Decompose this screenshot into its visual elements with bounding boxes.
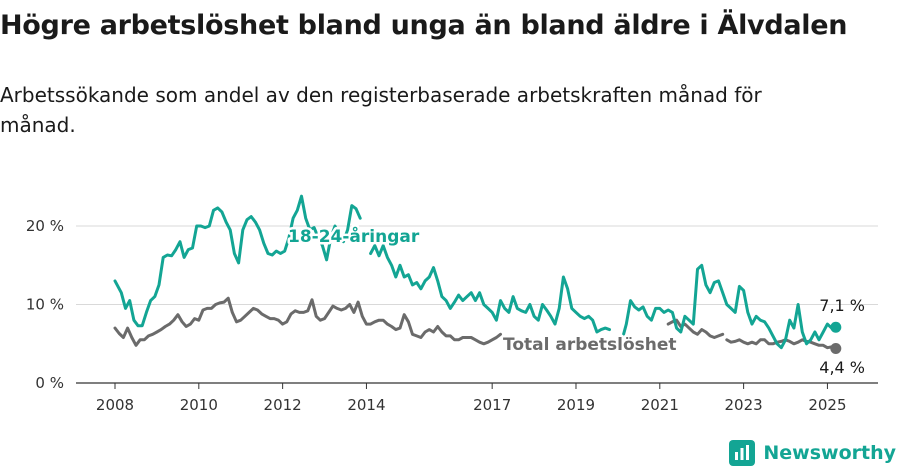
y-axis: 0 % 10 % 20 % xyxy=(26,217,878,392)
series-labels: 18-24-åringar Total arbetslöshet 7,1 % 4,4 … xyxy=(286,223,866,378)
brand: Newsworthy xyxy=(729,440,896,466)
end-point xyxy=(830,321,842,333)
x-tick-label: 2021 xyxy=(641,396,679,414)
chart-title: Högre arbetslöshet bland unga än bland ä… xyxy=(0,10,848,41)
series-line xyxy=(666,318,725,339)
end-value-label: 7,1 % xyxy=(819,296,865,315)
series-line xyxy=(725,338,838,350)
x-tick-label: 2008 xyxy=(96,396,134,414)
series-name-label: 18-24-åringar xyxy=(288,225,420,247)
x-axis: 2008 2010 2012 2014 2017 2019 2021 2023 2025 xyxy=(96,383,847,414)
series-name-label: Total arbetslöshet xyxy=(503,335,677,355)
series-line xyxy=(113,194,362,328)
series-line xyxy=(113,296,502,347)
x-tick-label: 2014 xyxy=(347,396,385,414)
series-line xyxy=(369,244,611,334)
x-tick-label: 2025 xyxy=(808,396,846,414)
y-tick-label: 10 % xyxy=(26,296,64,314)
grid-lines xyxy=(76,225,878,305)
x-tick-label: 2017 xyxy=(473,396,511,414)
x-tick-label: 2012 xyxy=(264,396,302,414)
y-tick-label: 0 % xyxy=(35,374,64,392)
end-point xyxy=(830,342,842,354)
newsworthy-logo-icon xyxy=(729,440,756,466)
series-lines xyxy=(113,194,842,354)
brand-name: Newsworthy xyxy=(763,442,896,464)
x-tick-label: 2010 xyxy=(180,396,218,414)
x-tick-label: 2019 xyxy=(557,396,595,414)
chart-subtitle: Arbetssökande som andel av den registerb… xyxy=(0,83,762,137)
y-tick-label: 20 % xyxy=(26,217,64,235)
end-value-label: 4,4 % xyxy=(819,358,865,377)
series-line xyxy=(620,263,838,350)
x-tick-label: 2023 xyxy=(725,396,763,414)
